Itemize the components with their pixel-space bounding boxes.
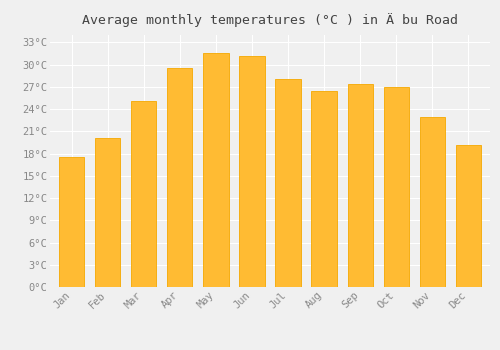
Bar [456, 146, 481, 287]
Bar [348, 84, 373, 287]
Bar [59, 156, 84, 287]
Title: Average monthly temperatures (°C ) in Ä bu Road: Average monthly temperatures (°C ) in Ä … [82, 13, 458, 27]
Bar [95, 138, 120, 287]
Bar [131, 101, 156, 287]
Bar [167, 68, 192, 287]
Bar [420, 117, 445, 287]
Bar [312, 91, 336, 287]
Bar [276, 79, 300, 287]
Bar [204, 53, 229, 287]
Bar [240, 56, 264, 287]
Bar [384, 87, 409, 287]
